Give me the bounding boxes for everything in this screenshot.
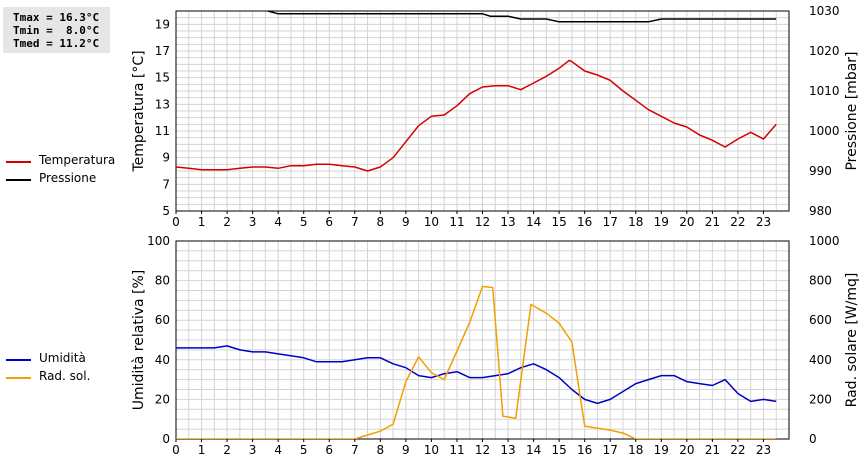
- x-tick-label: 23: [756, 215, 771, 229]
- y2-axis-label: Rad. solare [W/mq]: [844, 273, 860, 408]
- y2-tick-label: 1030: [809, 4, 840, 18]
- x-tick-label: 11: [449, 443, 464, 457]
- x-tick-label: 9: [402, 443, 410, 457]
- x-tick-label: 6: [325, 443, 333, 457]
- x-tick-label: 8: [377, 443, 385, 457]
- x-tick-label: 18: [628, 215, 643, 229]
- legend-label-solar: Rad. sol.: [39, 369, 91, 383]
- chart-panel-1: 0 1 2 3 4 5 6 7 8 9 10 11 12 13 14 15 16 17 18 19 20 21 22 2302…: [131, 234, 860, 457]
- x-tick-label: 7: [351, 215, 359, 229]
- x-tick-label: 21: [705, 443, 720, 457]
- x-tick-label: 19: [654, 443, 669, 457]
- x-tick-label: 0: [172, 215, 180, 229]
- tmin-label: Tmin = 8.0°C: [13, 24, 100, 37]
- y2-tick-label: 1020: [809, 44, 840, 58]
- x-tick-label: 3: [249, 215, 257, 229]
- x-tick-label: 8: [377, 215, 385, 229]
- x-tick-label: 15: [551, 443, 566, 457]
- x-tick-label: 16: [577, 443, 592, 457]
- legend-swatch-humidity: [6, 359, 31, 361]
- x-tick-label: 17: [603, 215, 618, 229]
- x-tick-label: 5: [300, 443, 308, 457]
- x-tick-label: 9: [402, 215, 410, 229]
- x-tick-label: 15: [551, 215, 566, 229]
- x-tick-label: 12: [475, 443, 490, 457]
- legend-label-humidity: Umidità: [39, 351, 86, 365]
- legend-label-pressure: Pressione: [39, 171, 97, 185]
- y-tick-label: 15: [155, 71, 170, 85]
- y-axis-label: Temperatura [°C]: [131, 50, 147, 172]
- series-line-temperatura: [176, 59, 777, 172]
- x-tick-label: 18: [628, 443, 643, 457]
- x-tick-label: 2: [223, 215, 231, 229]
- x-tick-label: 14: [526, 443, 541, 457]
- y2-tick-label: 600: [809, 313, 832, 327]
- x-tick-label: 0: [172, 443, 180, 457]
- x-tick-label: 2: [223, 443, 231, 457]
- y2-tick-label: 200: [809, 392, 832, 406]
- x-tick-label: 4: [274, 443, 282, 457]
- stats-box: Tmax = 16.3°C Tmin = 8.0°C Tmed = 11.2°C: [3, 7, 110, 53]
- x-tick-label: 21: [705, 215, 720, 229]
- x-tick-label: 1: [198, 215, 206, 229]
- y-tick-label: 7: [162, 177, 170, 191]
- x-tick-label: 14: [526, 215, 541, 229]
- x-tick-label: 17: [603, 443, 618, 457]
- y2-tick-label: 1010: [809, 84, 840, 98]
- y-tick-label: 40: [155, 353, 170, 367]
- y-tick-label: 100: [147, 234, 170, 248]
- y-tick-label: 20: [155, 392, 170, 406]
- series-line-pressione: [267, 10, 777, 23]
- y2-tick-label: 980: [809, 204, 832, 218]
- x-tick-label: 22: [730, 215, 745, 229]
- y2-tick-label: 800: [809, 274, 832, 288]
- chart-panel-0: 0 1 2 3 4 5 6 7 8 9 10 11 12 13 14 15 16 17 18 19 20 21 22 2357…: [131, 4, 860, 229]
- x-tick-label: 13: [500, 215, 515, 229]
- x-tick-label: 10: [424, 215, 439, 229]
- y-tick-label: 0: [162, 432, 170, 446]
- y-axis-label: Umidità relativa [%]: [131, 270, 147, 411]
- x-tick-label: 7: [351, 443, 359, 457]
- y2-tick-label: 1000: [809, 124, 840, 138]
- y-tick-label: 17: [155, 44, 170, 58]
- x-tick-label: 23: [756, 443, 771, 457]
- y-tick-label: 80: [155, 274, 170, 288]
- y-tick-label: 60: [155, 313, 170, 327]
- legend-swatch-solar: [6, 377, 31, 379]
- x-tick-label: 5: [300, 215, 308, 229]
- y-tick-label: 19: [155, 17, 170, 31]
- x-tick-label: 4: [274, 215, 282, 229]
- x-tick-label: 13: [500, 443, 515, 457]
- x-tick-label: 16: [577, 215, 592, 229]
- legend-swatch-temperature: [6, 161, 31, 163]
- x-tick-label: 12: [475, 215, 490, 229]
- y2-tick-label: 990: [809, 164, 832, 178]
- y-tick-label: 11: [155, 124, 170, 138]
- y2-tick-label: 1000: [809, 234, 840, 248]
- series-line-rad-sol-: [176, 285, 777, 439]
- y2-axis-label: Pressione [mbar]: [844, 51, 860, 170]
- x-tick-label: 20: [679, 215, 694, 229]
- x-tick-label: 19: [654, 215, 669, 229]
- x-tick-label: 10: [424, 443, 439, 457]
- x-tick-label: 6: [325, 215, 333, 229]
- x-tick-label: 11: [449, 215, 464, 229]
- x-tick-label: 3: [249, 443, 257, 457]
- y2-tick-label: 400: [809, 353, 832, 367]
- y2-tick-label: 0: [809, 432, 817, 446]
- series-line-umidit-: [176, 345, 777, 405]
- y-tick-label: 9: [162, 151, 170, 165]
- tmax-label: Tmax = 16.3°C: [13, 11, 100, 24]
- y-tick-label: 13: [155, 97, 170, 111]
- legend-swatch-pressure: [6, 179, 31, 181]
- tmed-label: Tmed = 11.2°C: [13, 37, 100, 50]
- legend-label-temperature: Temperatura: [39, 153, 116, 167]
- x-tick-label: 1: [198, 443, 206, 457]
- y-tick-label: 5: [162, 204, 170, 218]
- x-tick-label: 20: [679, 443, 694, 457]
- x-tick-label: 22: [730, 443, 745, 457]
